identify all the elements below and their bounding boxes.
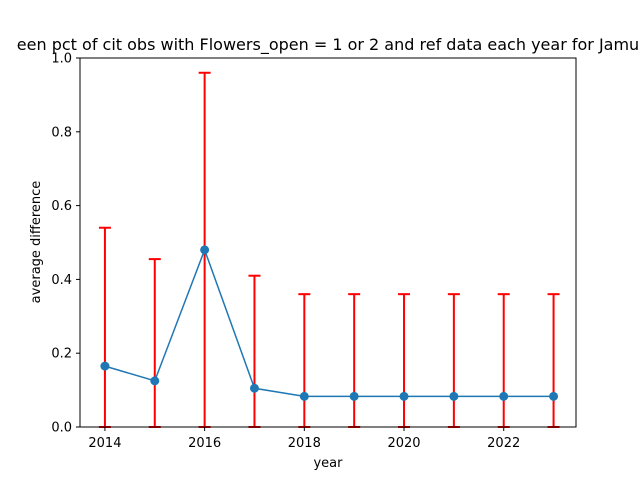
y-tick-label: 0.8 <box>51 125 72 140</box>
y-tick-label: 0.4 <box>51 273 72 288</box>
data-point <box>499 391 509 401</box>
data-point <box>150 376 160 386</box>
y-axis: 0.0 0.2 0.4 0.6 0.8 1.0 <box>51 52 80 436</box>
y-tick-label: 1.0 <box>51 52 72 67</box>
data-point <box>549 391 559 401</box>
x-axis-label: year <box>313 456 343 471</box>
x-tick-label: 2020 <box>387 436 420 451</box>
data-point <box>349 391 359 401</box>
x-tick-label: 2016 <box>188 436 221 451</box>
x-tick-label: 2014 <box>88 436 121 451</box>
series <box>100 245 559 401</box>
x-tick-label: 2022 <box>487 436 520 451</box>
data-point <box>200 245 210 255</box>
data-point <box>449 391 459 401</box>
y-tick-label: 0.6 <box>51 199 72 214</box>
chart-title: een pct of cit obs with Flowers_open = 1… <box>17 35 639 55</box>
error-bars <box>98 71 560 428</box>
data-point <box>399 391 409 401</box>
plot-area-frame <box>79 57 577 428</box>
y-tick-label: 0.2 <box>51 347 72 362</box>
x-tick-label: 2018 <box>288 436 321 451</box>
data-point <box>249 383 259 393</box>
y-tick-label: 0.0 <box>51 421 72 436</box>
x-axis: 2014 2016 2018 2020 2022 <box>88 427 520 451</box>
y-axis-label: average difference <box>29 181 44 304</box>
data-point <box>100 361 110 371</box>
data-point <box>299 391 309 401</box>
series-line <box>104 247 554 398</box>
